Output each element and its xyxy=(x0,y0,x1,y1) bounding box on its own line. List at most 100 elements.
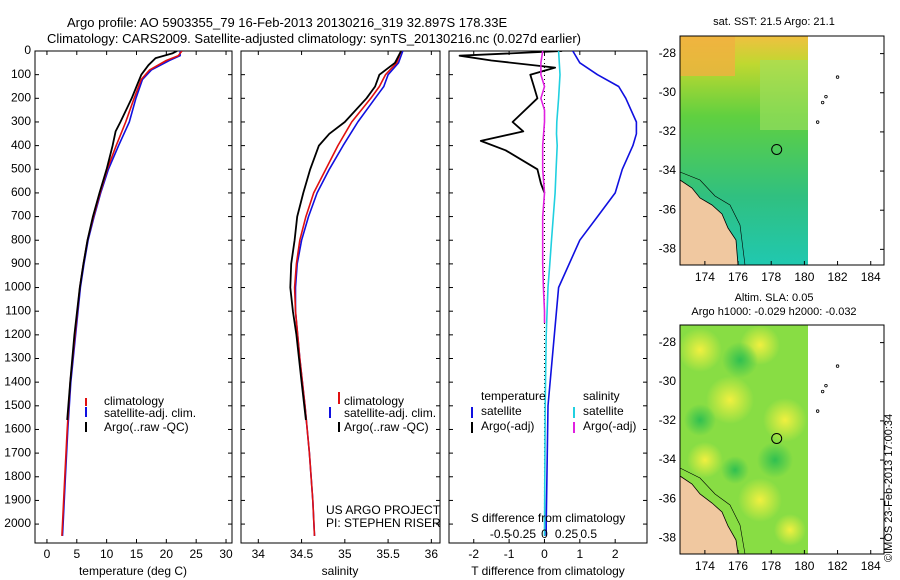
series-line-argo xyxy=(458,51,563,194)
lon-tick-label: 178 xyxy=(761,270,781,284)
ytick-label: 500 xyxy=(11,161,31,175)
island xyxy=(820,100,825,105)
lat-tick-label: -36 xyxy=(659,202,677,216)
xtick-label: 25 xyxy=(190,547,204,561)
legend-label-satellite: satellite-adj. clim. xyxy=(344,406,436,420)
xtick-label: 35.5 xyxy=(376,547,400,561)
ytick-label: 1500 xyxy=(4,398,31,412)
ytick-label: 400 xyxy=(11,138,31,152)
legend-title-salinity: salinity xyxy=(583,389,620,403)
xtick-label: 10 xyxy=(100,547,114,561)
header-line2: Climatology: CARS2009. Satellite-adjuste… xyxy=(47,31,581,46)
lon-tick-label: 180 xyxy=(794,559,814,573)
sla-map: Altim. SLA: 0.05 Argo h1000: -0.029 h200… xyxy=(659,292,885,573)
xtick-label: 35 xyxy=(338,547,352,561)
s-tick-label: 0.5 xyxy=(580,527,597,541)
lat-tick-label: -34 xyxy=(659,163,677,177)
xtick-label: 0 xyxy=(541,547,548,561)
lon-tick-label: 174 xyxy=(695,270,715,284)
island xyxy=(824,383,828,388)
ytick-label: 1100 xyxy=(5,303,31,317)
ytick-label: 1700 xyxy=(4,445,31,459)
ytick-label: 1900 xyxy=(4,493,31,507)
t-difference-label: T difference from climatology xyxy=(471,564,625,578)
s-difference-label: S difference from climatology xyxy=(471,511,626,525)
project-note: US ARGO PROJECT xyxy=(326,503,441,517)
xtick-label: 34.5 xyxy=(290,547,314,561)
legend-label-satellite: satellite-adj. clim. xyxy=(104,406,196,420)
salinity-axes xyxy=(240,50,441,544)
series-line-sat xyxy=(61,51,181,536)
s-difference-ticks: -0.5-0.25 0 0.25 0.5 xyxy=(490,527,597,541)
series-line-sat xyxy=(294,51,404,536)
lat-tick-label: -32 xyxy=(659,124,677,138)
sla-anomaly xyxy=(757,442,793,478)
xtick-label: 36 xyxy=(425,547,439,561)
salinity-panel: 34 34.5 35 35.5 36 salinity climatology sate… xyxy=(240,50,441,578)
ytick-label: 800 xyxy=(11,232,31,246)
s-tick-label: 0.25 xyxy=(555,527,579,541)
imos-stamp: ©IMOS 23-Feb-2013 17:00:34 xyxy=(883,414,895,562)
s-tick-label: -0.25 xyxy=(509,527,537,541)
ytick-label: 2000 xyxy=(4,516,31,530)
cool-patch xyxy=(760,60,808,130)
island xyxy=(815,120,820,124)
lon-tick-label: 178 xyxy=(761,559,781,573)
float-marker xyxy=(771,143,783,155)
ytick-label: 600 xyxy=(11,185,31,199)
difference-legend: temperature salinity satellite Argo(-adj… xyxy=(471,389,636,433)
sla-anomaly xyxy=(721,456,749,484)
islands xyxy=(815,75,840,124)
xtick-label: 5 xyxy=(73,547,80,561)
salinity-depth-ticks xyxy=(241,50,440,525)
lat-tick-label: -32 xyxy=(659,413,677,427)
sla-anomaly xyxy=(706,376,754,424)
islands xyxy=(815,364,840,413)
xtick-label: -1 xyxy=(504,547,515,561)
salinity-xlabel: salinity xyxy=(322,564,359,578)
series-line-argo xyxy=(66,51,178,421)
legend-label-argo: Argo(..raw -QC) xyxy=(104,420,189,434)
xtick-label: 34 xyxy=(252,547,266,561)
bathymetry-contour xyxy=(679,171,746,266)
legend-label-climatology: climatology xyxy=(344,394,404,408)
series-line-sal_sat xyxy=(543,51,561,536)
island xyxy=(820,389,825,394)
salinity-legend: climatology satellite-adj. clim. Argo(..… xyxy=(329,392,436,434)
xtick-label: 1 xyxy=(576,547,583,561)
sla-map-frame xyxy=(679,324,885,555)
temperature-panel: 0100200300400500600700800900100011001200… xyxy=(4,43,233,578)
ytick-label: 0 xyxy=(24,43,31,57)
sla-map-ticks: 174 176 178 180 182 184 -28 -30 -32 -34 -36 -38 xyxy=(659,335,884,573)
island xyxy=(815,409,820,413)
ytick-label: 700 xyxy=(11,209,31,223)
series-line-sat xyxy=(545,51,638,536)
lat-tick-label: -28 xyxy=(659,335,677,349)
sla-map-title-2: Argo h1000: -0.029 h2000: -0.032 xyxy=(691,306,856,318)
sla-map-title-1: Altim. SLA: 0.05 xyxy=(735,292,814,304)
header-line1: Argo profile: AO 5903355_79 16-Feb-2013 … xyxy=(67,15,508,30)
legend-label-climatology: climatology xyxy=(104,394,164,408)
lon-tick-label: 174 xyxy=(695,559,715,573)
lon-tick-label: 180 xyxy=(794,270,814,284)
bathymetry-contour xyxy=(679,467,746,555)
sla-anomaly xyxy=(678,328,722,372)
legend-label-s-argo: Argo(-adj) xyxy=(583,419,636,433)
legend-label-s-satellite: satellite xyxy=(583,404,624,418)
lat-tick-label: -28 xyxy=(659,46,677,60)
lat-tick-label: -38 xyxy=(659,531,677,545)
temperature-xlabel: temperature (deg C) xyxy=(79,564,187,578)
island xyxy=(824,94,828,99)
ytick-label: 1800 xyxy=(4,469,31,483)
ytick-label: 1400 xyxy=(4,374,31,388)
xtick-label: 30 xyxy=(219,547,233,561)
legend-label-t-argo: Argo(-adj) xyxy=(481,419,534,433)
lat-tick-label: -36 xyxy=(659,491,677,505)
ytick-label: 900 xyxy=(11,256,31,270)
ytick-label: 200 xyxy=(11,90,31,104)
ytick-label: 1600 xyxy=(4,422,31,436)
lon-tick-label: 184 xyxy=(861,559,881,573)
xtick-label: 0 xyxy=(44,547,51,561)
lon-tick-label: 182 xyxy=(828,559,848,573)
